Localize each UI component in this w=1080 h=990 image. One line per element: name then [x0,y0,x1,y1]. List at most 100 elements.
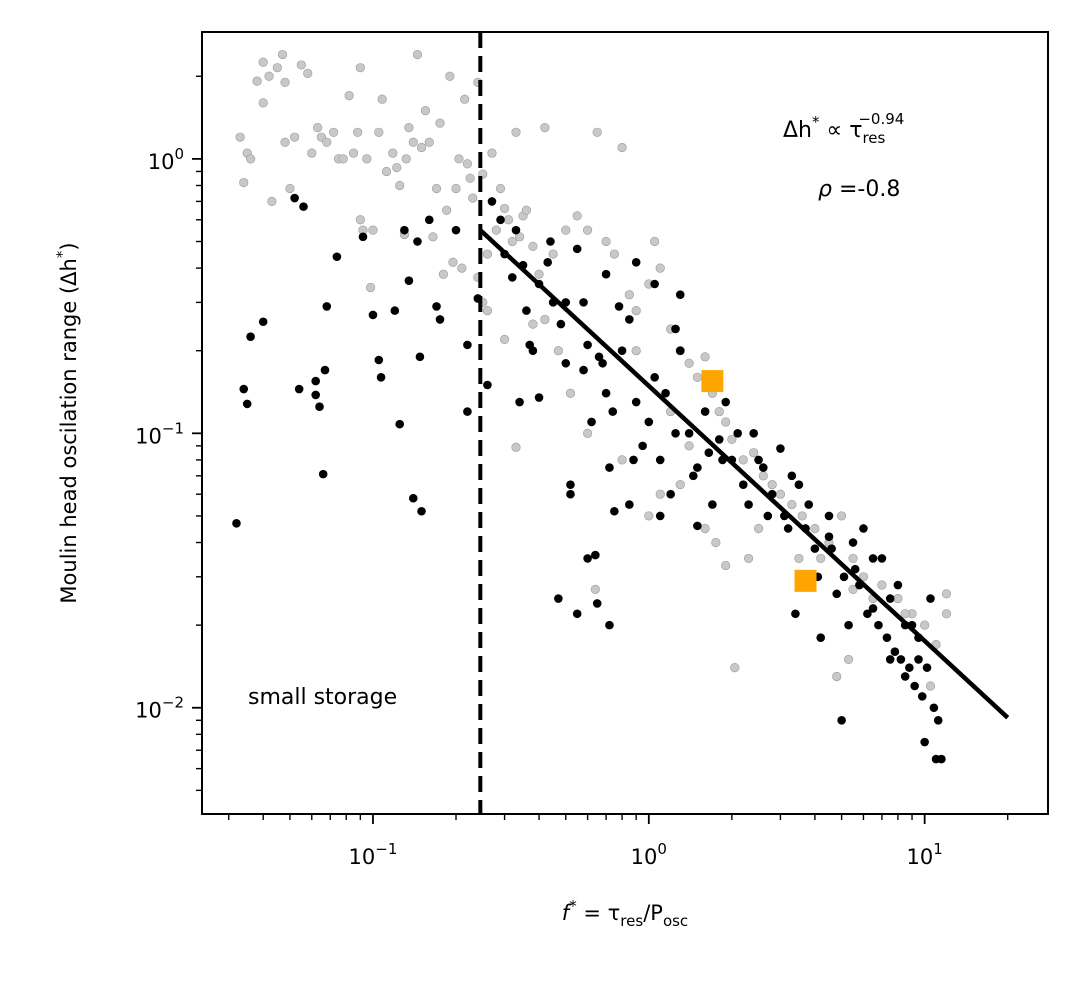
gray-point [374,127,384,137]
black-point [400,225,409,235]
black-point [579,365,588,375]
black-point [661,388,670,398]
gray-point [329,127,339,137]
gray-point [412,49,423,60]
gray-point [714,406,724,417]
black-point [882,633,892,642]
plot-frame [201,31,1049,815]
gray-point [810,523,820,534]
gray-point [650,236,660,247]
gray-point [644,511,654,521]
black-point [832,589,842,599]
gray-point [303,68,313,78]
fit-equation-annotation: Δh* ∝ τres−0.94 [783,110,904,147]
black-point [896,655,906,664]
black-point [650,373,659,382]
black-point [566,480,575,489]
black-point [929,703,939,713]
black-point [754,455,763,465]
black-point [246,332,255,341]
black-point [890,647,900,657]
black-point [763,511,773,521]
black-point [804,500,814,509]
black-point [868,604,878,613]
gray-point [454,154,464,164]
x-label-sub1: res [620,912,643,930]
gray-point [721,560,731,571]
black-point [744,500,753,509]
gray-point [692,372,702,382]
gray-point [457,263,467,273]
black-point [487,197,497,206]
gray-point [322,137,332,147]
x-label-sub2: osc [663,912,688,930]
gray-point [631,306,641,316]
black-point [592,599,602,608]
gray-point [462,159,473,169]
black-point [561,358,571,368]
gray-point [487,148,497,158]
gray-point [797,511,807,521]
x-label-lhs: f [562,901,573,925]
black-point [242,399,252,409]
black-point [534,393,544,402]
gray-point [388,148,398,158]
black-point [587,417,596,427]
black-point [608,407,618,416]
gray-point [280,77,290,87]
black-point [850,564,860,574]
black-point [320,365,330,375]
black-point [358,232,368,242]
black-point [322,302,332,311]
black-point [650,279,659,289]
gray-point [540,123,550,133]
black-point [733,429,742,438]
black-point [671,429,680,438]
gray-point [465,173,475,183]
black-point [435,315,445,324]
fit-line [478,228,1010,720]
black-point [511,225,521,235]
gray-point [438,269,448,279]
gray-point [655,489,665,499]
black-point [318,469,328,479]
black-point [508,273,517,282]
gray-point [355,215,365,225]
gray-point [534,269,544,279]
gray-point [900,609,910,619]
black-point [714,435,724,444]
black-point [758,463,768,472]
fit-eq-lhs: Δh [783,118,812,143]
black-point [290,193,299,203]
black-point [900,672,910,681]
black-point [556,319,566,329]
gray-point [482,249,493,259]
gray-point [377,94,387,104]
y-label-close: ) [57,242,81,250]
gray-point [816,553,826,564]
black-point [625,500,634,509]
black-point [594,352,604,362]
gray-point [858,572,869,582]
black-point [631,397,641,407]
black-point [910,681,919,691]
black-point [395,419,404,429]
black-point [863,609,872,619]
highlight-point [701,370,724,393]
black-point [522,306,531,315]
fit-eq-lhs-sup: * [812,113,820,131]
gray-point [404,123,414,133]
black-point [374,355,384,365]
gray-point [468,193,478,203]
gray-point [362,154,372,164]
gray-point [392,162,402,173]
black-point [893,580,903,590]
black-point [390,306,400,315]
gray-point [395,180,405,191]
black-point [704,448,714,457]
black-point [738,480,748,489]
gray-point [272,63,282,73]
gray-point [435,118,445,128]
black-point [408,493,418,503]
